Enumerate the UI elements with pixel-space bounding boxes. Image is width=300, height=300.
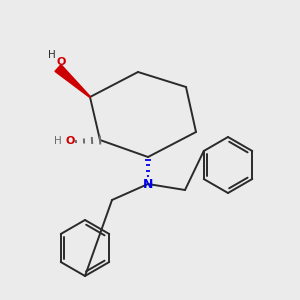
Text: H: H xyxy=(54,136,62,146)
Text: N: N xyxy=(143,178,153,190)
Text: O: O xyxy=(56,57,66,67)
Polygon shape xyxy=(55,65,90,98)
Text: H: H xyxy=(48,50,56,60)
Text: O: O xyxy=(65,136,75,146)
